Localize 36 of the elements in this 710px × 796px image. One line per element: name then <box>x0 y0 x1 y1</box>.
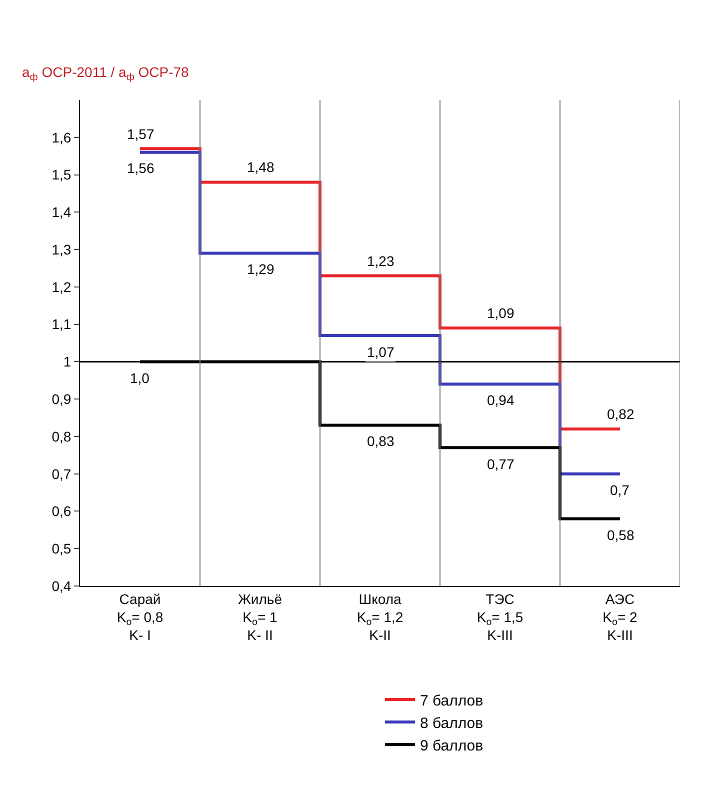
y-tick-label: 1,1 <box>52 316 72 332</box>
data-label: 1,09 <box>487 305 514 321</box>
x-tick-label: Сарай K$_{о}$= 0,8 K- I <box>116 590 164 644</box>
x-tick-label: Жильё K$_{о}$= 1 K- II <box>238 590 282 644</box>
x-tick-label: Школа K$_{о}$= 1,2 K-II <box>356 590 404 644</box>
data-label: 0,58 <box>607 527 634 543</box>
y-tick-label: 1,2 <box>52 278 72 295</box>
x-tick-label: АЭС K$_{о}$= 2 K-III <box>602 590 638 644</box>
y-tick-label: 1 <box>63 354 72 370</box>
legend-label: 9 баллов <box>420 737 484 754</box>
data-label: 1,48 <box>247 159 274 175</box>
legend-label: 8 баллов <box>420 714 484 732</box>
data-label: 0,83 <box>367 433 394 449</box>
y-tick-label: 1,4 <box>52 204 72 220</box>
data-label: 1,0 <box>130 370 150 386</box>
data-label: 0,77 <box>487 456 514 472</box>
y-tick-label: 0,4 <box>52 578 72 594</box>
y-axis-title: a$_{ф}$ ОСР-2011 / a$_{ф}$ ОСР-78 <box>22 64 190 83</box>
y-tick-label: 0,7 <box>52 466 72 482</box>
legend-label: 7 баллов <box>420 692 484 710</box>
y-tick-label: 0,8 <box>52 428 72 444</box>
y-tick-label: 1,5 <box>52 166 72 183</box>
y-tick-label: 1,6 <box>52 129 72 146</box>
data-label: 0,82 <box>607 406 634 422</box>
data-label: 1,57 <box>127 126 154 142</box>
data-label: 1,29 <box>247 261 274 277</box>
data-label: 1,07 <box>367 344 394 360</box>
x-tick-label: ТЭС K$_{о}$= 1,5 K-III <box>476 590 524 644</box>
data-label: 1,56 <box>127 160 154 176</box>
data-label: 1,23 <box>367 253 394 269</box>
y-tick-label: 0,6 <box>52 503 72 520</box>
y-tick-label: 0,9 <box>52 390 72 407</box>
y-tick-label: 1,3 <box>52 241 72 258</box>
data-label: 0,7 <box>610 482 630 498</box>
data-label: 0,94 <box>487 392 514 408</box>
y-tick-label: 0,5 <box>52 540 72 557</box>
